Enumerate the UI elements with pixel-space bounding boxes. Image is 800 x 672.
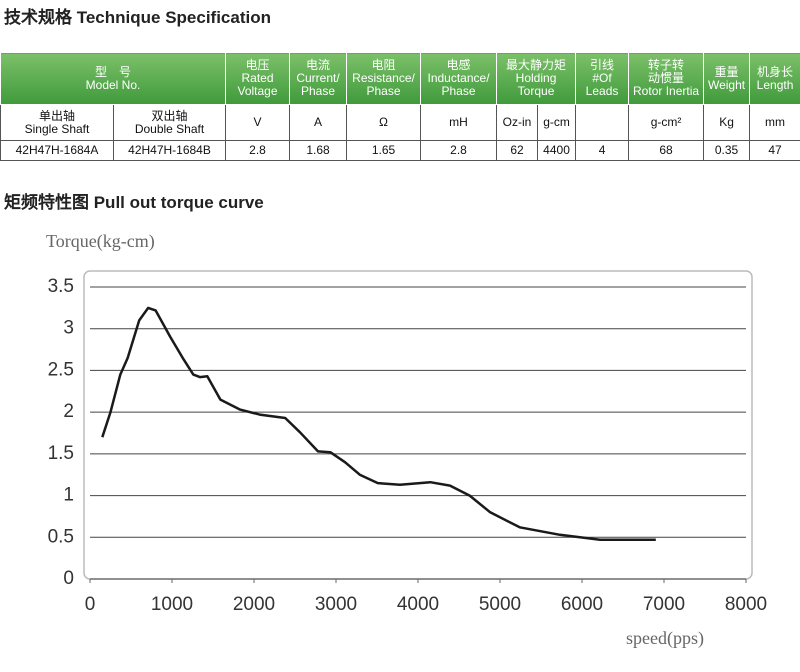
- chart-title: 矩频特性图 Pull out torque curve: [4, 193, 264, 212]
- header-cell: 电感 Inductance/Phase: [420, 52, 498, 105]
- header-text: Phase: [441, 84, 476, 98]
- header-text: Resistance/: [352, 71, 415, 85]
- plot-frame: [83, 270, 753, 580]
- y-tick-label: 1: [63, 485, 74, 506]
- unit-cell: g-cm²: [628, 104, 705, 141]
- y-axis-label: Torque(kg-cm): [46, 231, 155, 252]
- header-text: Rated: [241, 71, 274, 85]
- unit-cell: Kg: [703, 104, 751, 141]
- unit-cell: A: [289, 104, 348, 141]
- y-tick-label: 0.5: [48, 526, 74, 547]
- header-cell: 重量 Weight: [703, 52, 751, 105]
- x-tick-label: 3000: [315, 594, 357, 615]
- y-tick-label: 0: [63, 568, 74, 589]
- data-cell: 62: [496, 140, 539, 161]
- data-cell: 4400: [537, 140, 577, 161]
- header-text: #Of: [592, 71, 612, 85]
- header-cell: 引线 #Of Leads: [575, 52, 630, 105]
- unit-cell: V: [225, 104, 291, 141]
- data-cell: 42H47H-1684A: [0, 140, 114, 161]
- header-text: Holding: [515, 71, 557, 85]
- header-text: Torque: [517, 84, 555, 98]
- unit-text: 单出轴: [38, 108, 75, 123]
- unit-cell: Ω: [346, 104, 422, 141]
- unit-cell: Oz-in: [496, 104, 539, 141]
- x-tick-label: 5000: [479, 594, 521, 615]
- header-text: Length: [756, 77, 794, 92]
- unit-text: Double Shaft: [134, 121, 205, 136]
- header-cell: 电阻 Resistance/Phase: [346, 52, 422, 105]
- chart: Torque(kg-cm) speed(pps) 0 0.5 1 1.5 2 2.5 3 3.…: [46, 231, 767, 649]
- data-cell: 0.35: [703, 140, 751, 161]
- unit-cell: mH: [420, 104, 498, 141]
- header-cell: 型 号 Model No.: [0, 52, 227, 105]
- header-text: 电感: [446, 58, 471, 72]
- x-tick-label: 8000: [725, 594, 767, 615]
- data-cell: 1.68: [289, 140, 348, 161]
- header-text: Model No.: [85, 77, 141, 92]
- y-tick-label: 2.5: [48, 359, 74, 380]
- header-text: Rotor Inertia: [633, 84, 700, 98]
- unit-cell: g-cm: [537, 104, 577, 141]
- header-text: Current/: [296, 71, 340, 85]
- header-text: 电流: [306, 58, 331, 72]
- torque-line: [101, 306, 656, 542]
- y-tick-label: 3: [63, 318, 74, 339]
- x-tick-label: 7000: [643, 594, 685, 615]
- header-text: Voltage: [237, 84, 278, 98]
- header-text: Inductance/: [427, 71, 490, 85]
- x-tick-label: 4000: [397, 594, 439, 615]
- header-text: 型 号: [95, 64, 132, 79]
- x-tick-label: 2000: [233, 594, 275, 615]
- unit-text: 双出轴: [151, 108, 188, 123]
- data-cell: 2.8: [225, 140, 291, 161]
- header-text: 重量: [714, 64, 739, 79]
- header-text: 电阻: [371, 58, 396, 72]
- data-cell: 42H47H-1684B: [112, 140, 227, 161]
- x-tick-label: 6000: [561, 594, 603, 615]
- section-title: 技术规格 Technique Specification: [4, 8, 271, 27]
- header-text: 电压: [245, 58, 270, 72]
- header-cell: 最大静力矩 Holding Torque: [496, 52, 577, 105]
- unit-cell: 双出轴 Double Shaft: [112, 104, 227, 141]
- header-cell: 机身长 Length: [749, 52, 800, 105]
- header-text: 转子转: [648, 58, 685, 72]
- header-text: Phase: [301, 84, 336, 98]
- y-tick-label: 3.5: [48, 276, 74, 297]
- unit-cell: 单出轴 Single Shaft: [0, 104, 114, 141]
- data-cell: 4: [575, 140, 630, 161]
- unit-text: Single Shaft: [24, 121, 90, 136]
- header-text: Phase: [366, 84, 401, 98]
- header-cell: 转子转 动惯量 Rotor Inertia: [628, 52, 705, 105]
- header-text: 动惯量: [648, 71, 685, 85]
- data-cell: 47: [749, 140, 800, 161]
- y-tick-label: 1.5: [48, 443, 74, 464]
- header-text: 引线: [590, 58, 615, 72]
- spec-table: 型 号 Model No. 电压 Rated Voltage 电流 Current/Ph…: [0, 52, 800, 161]
- header-cell: 电压 Rated Voltage: [225, 52, 291, 105]
- data-cell: 1.65: [346, 140, 422, 161]
- unit-cell: mm: [749, 104, 800, 141]
- x-tick-label: 0: [85, 594, 96, 615]
- header-text: 最大静力矩: [506, 58, 567, 72]
- y-tick-label: 2: [63, 401, 74, 422]
- header-text: 机身长: [757, 64, 794, 79]
- x-tick-label: 1000: [151, 594, 193, 615]
- unit-cell: [575, 104, 630, 141]
- header-text: Leads: [585, 84, 619, 98]
- data-cell: 2.8: [420, 140, 498, 161]
- x-axis-label: speed(pps): [626, 628, 704, 649]
- header-text: Weight: [707, 77, 746, 92]
- data-cell: 68: [628, 140, 705, 161]
- header-cell: 电流 Current/Phase: [289, 52, 348, 105]
